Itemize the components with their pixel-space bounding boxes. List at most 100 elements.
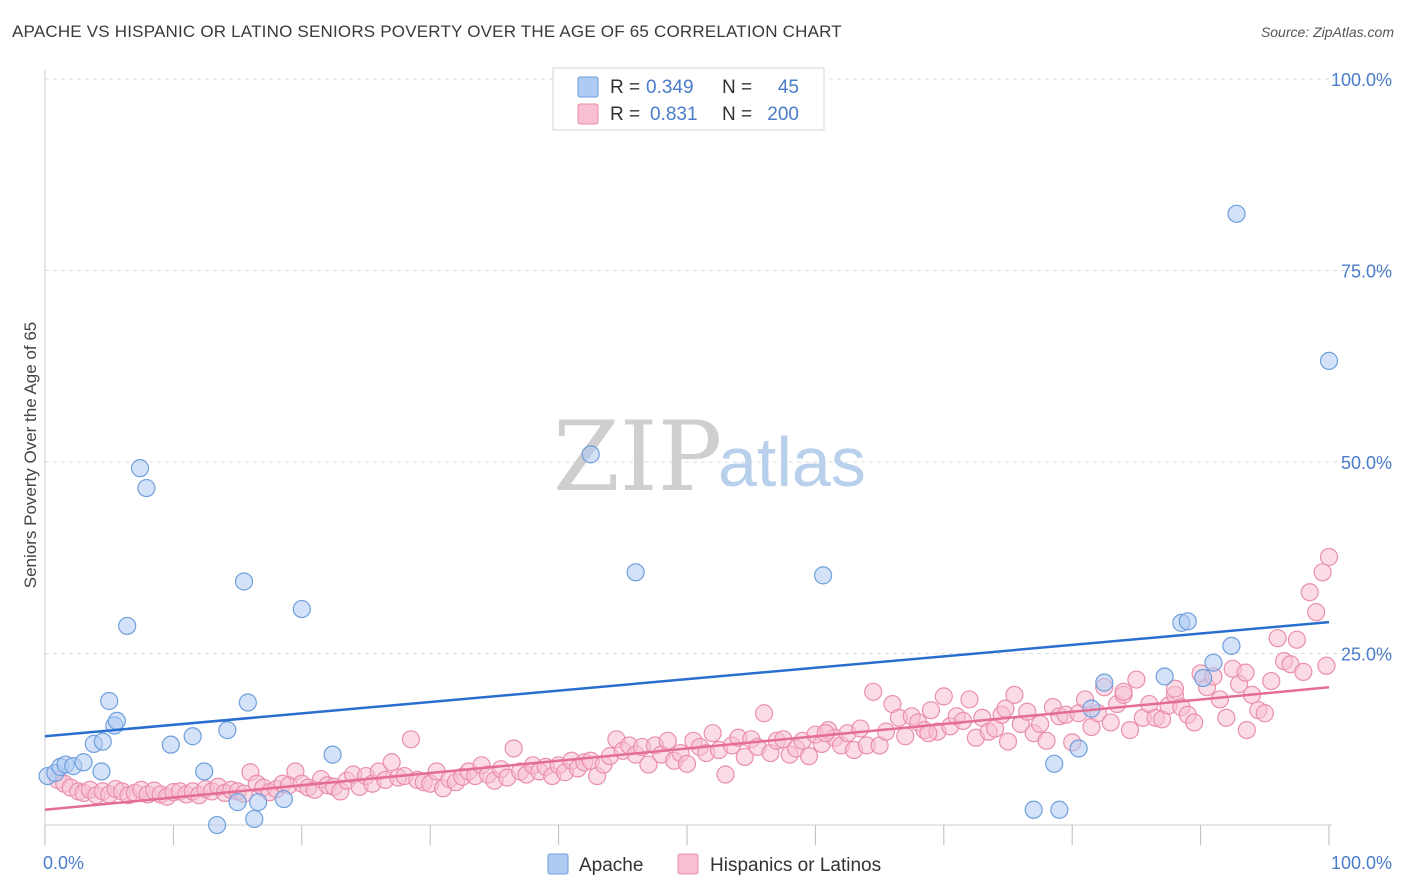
y-tick-label: 25.0% bbox=[1341, 645, 1392, 665]
hispanic-point bbox=[1101, 713, 1120, 732]
apache-point bbox=[161, 735, 180, 754]
apache-point bbox=[581, 445, 600, 464]
apache-point bbox=[1204, 653, 1223, 672]
y-tick-label: 75.0% bbox=[1341, 262, 1392, 282]
hispanic-point bbox=[754, 704, 774, 723]
apache-point bbox=[92, 762, 111, 781]
legend-r-value-apache: 0.349 bbox=[646, 77, 694, 98]
apache-point bbox=[137, 478, 156, 498]
apache-point bbox=[1045, 754, 1064, 773]
apache-point bbox=[1194, 668, 1213, 688]
apache-point bbox=[234, 572, 254, 591]
hispanic-point bbox=[934, 687, 953, 706]
legend-box: R = 0.349 N = 45 R = 0.831 N = 200 bbox=[552, 67, 825, 131]
hispanic-point bbox=[658, 731, 677, 750]
hispanic-point bbox=[876, 722, 896, 741]
y-tick-label: 100.0% bbox=[1331, 70, 1392, 90]
apache-point bbox=[245, 809, 264, 829]
apache-point bbox=[1178, 612, 1197, 631]
apache-point bbox=[1319, 351, 1339, 370]
legend-n-value-apache: 45 bbox=[778, 77, 799, 98]
chart-title: APACHE VS HISPANIC OR LATINO SENIORS POV… bbox=[12, 22, 842, 41]
apache-point bbox=[74, 753, 93, 772]
hispanic-point bbox=[1210, 690, 1229, 709]
apache-point bbox=[100, 691, 119, 711]
legend-r-label-hispanic: R = bbox=[610, 104, 640, 125]
source-credit: Source: ZipAtlas.com bbox=[1260, 24, 1394, 40]
apache-point bbox=[1227, 204, 1246, 223]
legend-r-label-apache: R = bbox=[610, 77, 640, 98]
legend-swatch-hispanic bbox=[577, 103, 599, 125]
x-tick-label-right: 100.0% bbox=[1331, 853, 1392, 873]
apache-point bbox=[292, 599, 311, 619]
hispanic-point bbox=[1114, 682, 1133, 701]
apache-point bbox=[1050, 800, 1069, 819]
apache-point bbox=[218, 720, 237, 740]
apache-point bbox=[228, 793, 247, 812]
hispanic-point bbox=[1255, 704, 1274, 723]
hispanic-point bbox=[1127, 670, 1146, 689]
hispanic-point bbox=[1287, 630, 1307, 649]
apache-point bbox=[195, 762, 214, 781]
hispanic-point bbox=[864, 682, 883, 701]
x-ticks bbox=[44, 825, 1330, 845]
apache-point bbox=[183, 727, 202, 746]
bottom-legend-label-hispanic: Hispanics or Latinos bbox=[710, 855, 881, 876]
hispanic-point bbox=[1005, 685, 1024, 704]
hispanic-point bbox=[735, 747, 754, 767]
hispanic-point bbox=[716, 765, 735, 784]
trend-lines bbox=[44, 620, 1330, 812]
hispanic-point bbox=[1236, 663, 1255, 682]
hispanic-point bbox=[1037, 731, 1056, 750]
y-tick-label: 50.0% bbox=[1341, 453, 1392, 473]
hispanic-point bbox=[382, 753, 401, 772]
apache-point bbox=[118, 616, 137, 636]
bottom-legend-swatch-apache bbox=[547, 853, 569, 875]
hispanic-point bbox=[921, 701, 941, 720]
hispanic-point bbox=[1185, 713, 1204, 732]
apache-point bbox=[93, 732, 112, 751]
apache-point bbox=[207, 815, 227, 835]
legend-n-label-hispanic: N = bbox=[722, 104, 752, 125]
apache-point bbox=[130, 459, 150, 478]
hispanic-point bbox=[1294, 662, 1313, 681]
x-tick-label-left: 0.0% bbox=[43, 853, 84, 873]
apache-point bbox=[626, 563, 645, 582]
apache-trend-line bbox=[44, 620, 1330, 738]
legend-n-value-hispanic: 200 bbox=[767, 104, 799, 125]
hispanic-point bbox=[1217, 708, 1236, 727]
hispanic-point bbox=[816, 724, 835, 743]
hispanic-point bbox=[896, 727, 915, 746]
hispanic-point bbox=[1120, 720, 1140, 740]
grid-lines bbox=[45, 78, 1392, 654]
hispanic-point bbox=[1317, 656, 1336, 675]
apache-point bbox=[274, 789, 293, 809]
hispanic-point bbox=[960, 690, 979, 709]
hispanic-point bbox=[996, 699, 1015, 718]
hispanic-point bbox=[1300, 583, 1319, 602]
bottom-legend-swatch-hispanic bbox=[677, 853, 699, 875]
hispanic-point bbox=[1319, 547, 1339, 567]
hispanic-point bbox=[1313, 563, 1332, 582]
watermark-zip: ZIP bbox=[553, 401, 722, 513]
apache-point bbox=[1024, 800, 1043, 819]
hispanic-point bbox=[1268, 629, 1287, 648]
hispanic-point bbox=[639, 755, 658, 774]
hispanic-point bbox=[998, 732, 1018, 751]
apache-point bbox=[1222, 636, 1241, 655]
apache-point bbox=[249, 793, 268, 812]
legend-n-label-apache: N = bbox=[722, 77, 752, 98]
hispanic-point bbox=[851, 719, 870, 738]
apache-point bbox=[814, 566, 833, 585]
watermark-atlas: atlas bbox=[718, 423, 866, 501]
y-axis-label: Seniors Poverty Over the Age of 65 bbox=[21, 322, 40, 588]
legend-swatch-apache bbox=[577, 76, 599, 98]
apache-point bbox=[1095, 673, 1114, 692]
bottom-legend: Apache Hispanics or Latinos bbox=[547, 853, 881, 876]
bottom-legend-label-apache: Apache bbox=[579, 855, 643, 876]
hispanic-point bbox=[1307, 603, 1326, 622]
data-points bbox=[38, 204, 1339, 835]
hispanic-point bbox=[799, 747, 819, 766]
hispanic-point bbox=[1030, 714, 1050, 734]
